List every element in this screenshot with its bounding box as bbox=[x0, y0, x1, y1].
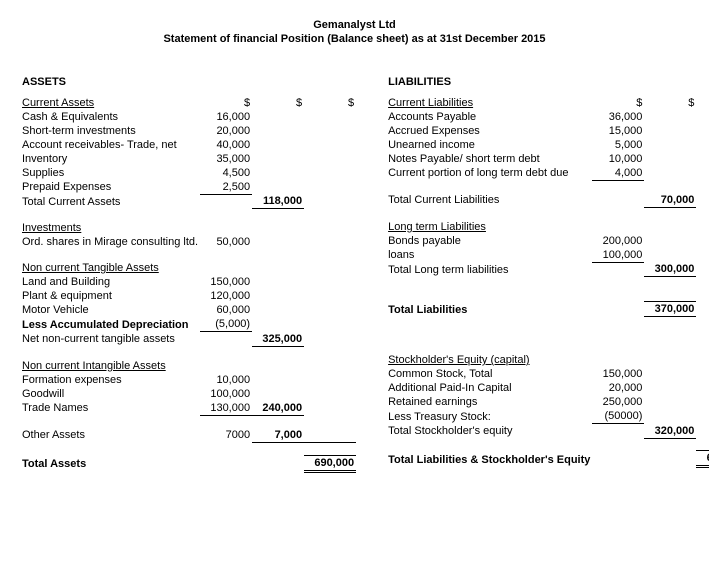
net-tangible-total: 325,000 bbox=[252, 332, 304, 347]
total-liabilities-label: Total Liabilities bbox=[386, 302, 592, 317]
line-label: Unearned income bbox=[386, 138, 592, 152]
statement-title: Statement of financial Position (Balance… bbox=[20, 32, 689, 46]
line-value: 60,000 bbox=[200, 303, 252, 317]
grand-total: 690,000 bbox=[696, 451, 709, 467]
line-label: Less Treasury Stock: bbox=[386, 409, 592, 424]
line-label: Motor Vehicle bbox=[20, 303, 200, 317]
line-label: loans bbox=[386, 248, 592, 263]
line-label: Land and Building bbox=[20, 275, 200, 289]
intangible-total: 240,000 bbox=[252, 401, 304, 416]
line-value: 120,000 bbox=[200, 289, 252, 303]
tangible-heading: Non current Tangible Assets bbox=[20, 261, 200, 275]
total-current-liab-label: Total Current Liabilities bbox=[386, 193, 592, 208]
investments-heading: Investments bbox=[20, 221, 200, 235]
grand-total-label: Total Liabilities & Stockholder's Equity bbox=[386, 451, 592, 467]
line-label: Current portion of long term debt due bbox=[386, 166, 592, 181]
line-label: Accounts Payable bbox=[386, 110, 592, 124]
total-assets: 690,000 bbox=[304, 455, 356, 471]
line-value: 20,000 bbox=[200, 124, 252, 138]
line-label: Prepaid Expenses bbox=[20, 180, 200, 195]
line-label: Additional Paid-In Capital bbox=[386, 381, 592, 395]
equity-heading: Stockholder's Equity (capital) bbox=[386, 353, 592, 367]
line-value: 35,000 bbox=[200, 152, 252, 166]
current-assets-heading: Current Assets bbox=[20, 96, 200, 110]
line-value: 10,000 bbox=[592, 152, 644, 166]
line-value: 15,000 bbox=[592, 124, 644, 138]
less-depreciation-label: Less Accumulated Depreciation bbox=[20, 317, 200, 332]
line-value: 40,000 bbox=[200, 138, 252, 152]
liabilities-heading: LIABILITIES bbox=[386, 75, 592, 96]
other-assets-total: 7,000 bbox=[252, 428, 304, 443]
total-liabilities: 370,000 bbox=[644, 302, 696, 317]
line-label: Formation expenses bbox=[20, 373, 200, 387]
line-value: 36,000 bbox=[592, 110, 644, 124]
total-current-assets-label: Total Current Assets bbox=[20, 194, 200, 209]
liabilities-column: LIABILITIES Current Liabilities $ $ $ Ac… bbox=[386, 75, 709, 473]
other-assets-label: Other Assets bbox=[20, 428, 200, 443]
line-label: Accrued Expenses bbox=[386, 124, 592, 138]
header: Gemanalyst Ltd Statement of financial Po… bbox=[20, 18, 689, 47]
line-value: 2,500 bbox=[200, 180, 252, 195]
line-label: Account receivables- Trade, net bbox=[20, 138, 200, 152]
other-assets-value: 7000 bbox=[200, 428, 252, 443]
line-value: 10,000 bbox=[200, 373, 252, 387]
line-label: Common Stock, Total bbox=[386, 367, 592, 381]
line-label: Supplies bbox=[20, 166, 200, 180]
total-current-liab: 70,000 bbox=[644, 193, 696, 208]
line-value: 100,000 bbox=[592, 248, 644, 263]
line-value: 100,000 bbox=[200, 387, 252, 401]
line-label: Ord. shares in Mirage consulting ltd. bbox=[20, 235, 200, 249]
line-label: Inventory bbox=[20, 152, 200, 166]
line-label: Notes Payable/ short term debt bbox=[386, 152, 592, 166]
currency-symbol: $ bbox=[200, 96, 252, 110]
current-liab-heading: Current Liabilities bbox=[386, 96, 592, 110]
currency-symbol: $ bbox=[644, 96, 696, 110]
line-label: Bonds payable bbox=[386, 234, 592, 248]
line-value: 200,000 bbox=[592, 234, 644, 248]
company-name: Gemanalyst Ltd bbox=[20, 18, 689, 32]
line-value: 4,000 bbox=[592, 166, 644, 181]
assets-column: ASSETS Current Assets $ $ $ Cash & Equiv… bbox=[20, 75, 356, 473]
line-value: 150,000 bbox=[200, 275, 252, 289]
line-value: 250,000 bbox=[592, 395, 644, 409]
total-longterm-label: Total Long term liabilities bbox=[386, 262, 592, 277]
intangible-heading: Non current Intangible Assets bbox=[20, 359, 200, 373]
line-label: Goodwill bbox=[20, 387, 200, 401]
line-value: 130,000 bbox=[200, 401, 252, 416]
line-value: 4,500 bbox=[200, 166, 252, 180]
line-value: 150,000 bbox=[592, 367, 644, 381]
currency-symbol: $ bbox=[252, 96, 304, 110]
line-label: Short-term investments bbox=[20, 124, 200, 138]
total-longterm: 300,000 bbox=[644, 262, 696, 277]
total-equity: 320,000 bbox=[644, 424, 696, 439]
total-equity-label: Total Stockholder's equity bbox=[386, 424, 592, 439]
line-value: 50,000 bbox=[200, 235, 252, 249]
line-value: 16,000 bbox=[200, 110, 252, 124]
net-tangible-label: Net non-current tangible assets bbox=[20, 332, 200, 347]
currency-symbol: $ bbox=[696, 96, 709, 110]
total-assets-label: Total Assets bbox=[20, 455, 200, 471]
line-value: (50000) bbox=[592, 409, 644, 424]
assets-heading: ASSETS bbox=[20, 75, 200, 96]
currency-symbol: $ bbox=[592, 96, 644, 110]
line-label: Plant & equipment bbox=[20, 289, 200, 303]
line-value: 5,000 bbox=[592, 138, 644, 152]
line-label: Cash & Equivalents bbox=[20, 110, 200, 124]
currency-symbol: $ bbox=[304, 96, 356, 110]
total-current-assets: 118,000 bbox=[252, 194, 304, 209]
longterm-heading: Long term Liabilities bbox=[386, 220, 592, 234]
line-label: Retained earnings bbox=[386, 395, 592, 409]
line-label: Trade Names bbox=[20, 401, 200, 416]
line-value: 20,000 bbox=[592, 381, 644, 395]
less-depreciation-value: (5,000) bbox=[200, 317, 252, 332]
